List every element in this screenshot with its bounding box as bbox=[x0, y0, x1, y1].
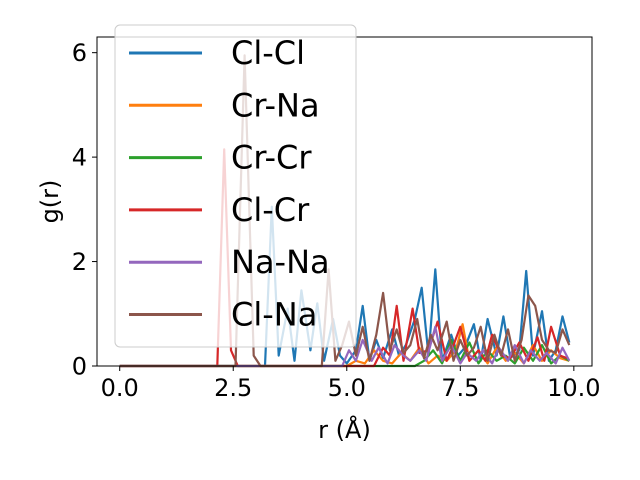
legend-label-cl-na: Cl-Na bbox=[231, 296, 317, 334]
legend-label-cl-cl: Cl-Cl bbox=[231, 34, 305, 72]
y-tick-label: 6 bbox=[72, 39, 87, 67]
legend-label-cl-cr: Cl-Cr bbox=[231, 191, 310, 229]
x-axis-label: r (Å) bbox=[318, 415, 371, 444]
y-axis: 0 2 4 6 bbox=[72, 39, 97, 381]
x-tick-label: 5.0 bbox=[328, 374, 366, 402]
x-tick-label: 7.5 bbox=[441, 374, 479, 402]
x-tick-label: 0.0 bbox=[101, 374, 139, 402]
y-tick-label: 2 bbox=[72, 248, 87, 276]
legend: Cl-Cl Cr-Na Cr-Cr Cl-Cr Na-Na Cl-Na bbox=[114, 24, 357, 348]
legend-label-cr-na: Cr-Na bbox=[231, 86, 320, 124]
y-tick-label: 4 bbox=[72, 144, 87, 172]
legend-label-cr-cr: Cr-Cr bbox=[231, 139, 312, 177]
legend-label-na-na: Na-Na bbox=[231, 243, 330, 281]
x-tick-label: 2.5 bbox=[214, 374, 252, 402]
y-tick-label: 0 bbox=[72, 353, 87, 381]
y-axis-label: g(r) bbox=[36, 180, 64, 224]
x-tick-label: 10.0 bbox=[547, 374, 600, 402]
x-axis: 0.0 2.5 5.0 7.5 10.0 bbox=[101, 366, 601, 402]
